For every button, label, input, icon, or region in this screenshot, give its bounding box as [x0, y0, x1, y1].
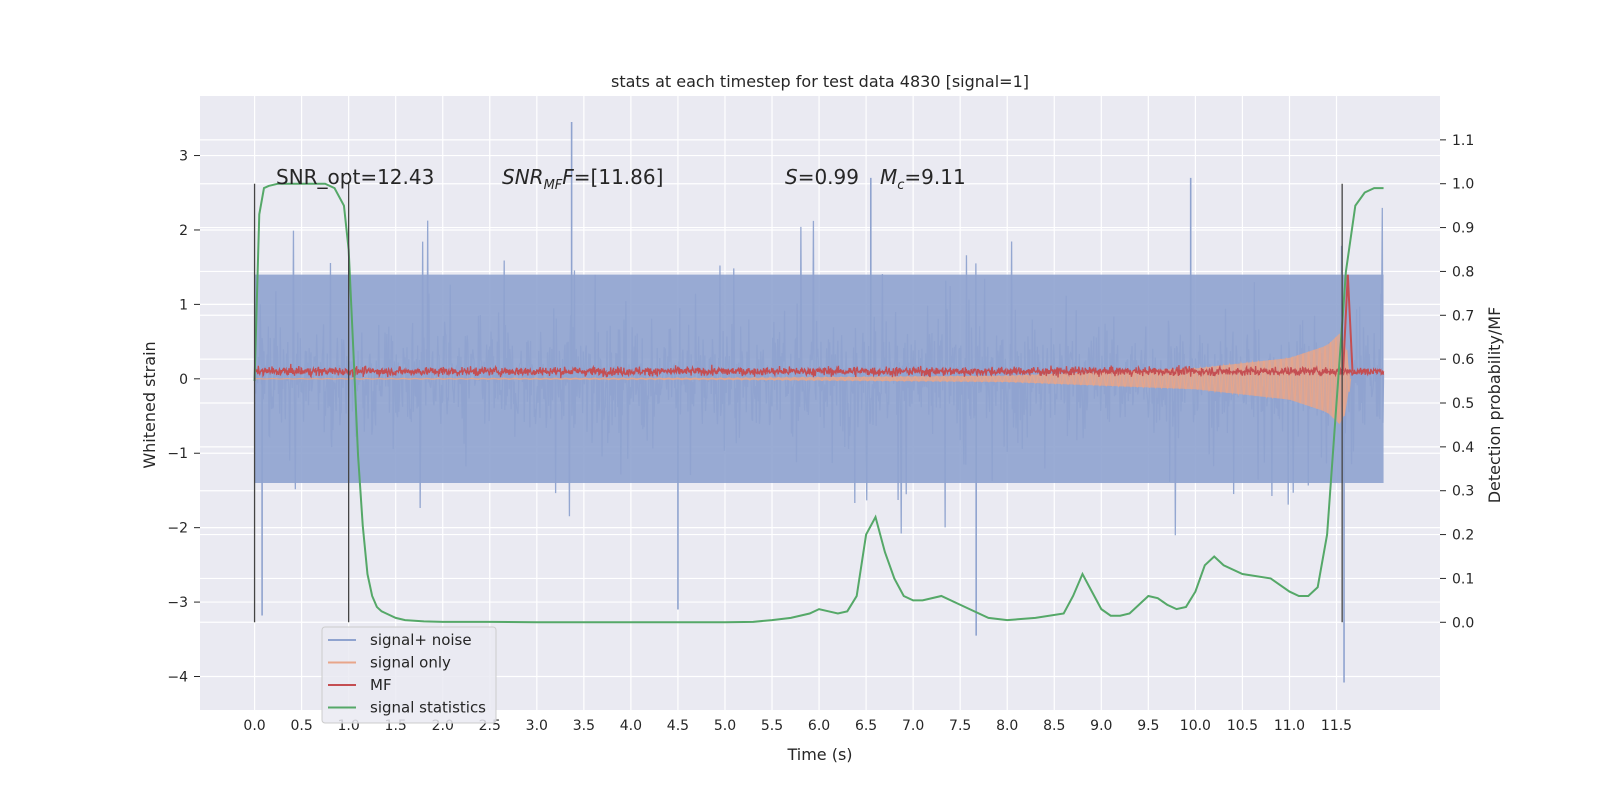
x-axis-label: Time (s): [786, 745, 852, 764]
mf-peak: [1342, 274, 1354, 372]
y-tick-label: 3: [179, 149, 188, 165]
y2-tick-label: 0.0: [1452, 615, 1474, 631]
x-tick-label: 3.5: [573, 718, 595, 734]
y2-tick-label: 1.1: [1452, 133, 1474, 149]
y2-tick-label: 0.8: [1452, 264, 1474, 280]
series-signal-only: [254, 333, 1352, 425]
y2-tick-label: 0.7: [1452, 308, 1474, 324]
x-tick-label: 10.0: [1180, 718, 1211, 734]
x-tick-label: 4.0: [620, 718, 642, 734]
y2-tick-label: 0.9: [1452, 221, 1474, 237]
s-value: =0.99: [798, 165, 859, 189]
chart-title: stats at each timestep for test data 483…: [611, 72, 1029, 91]
y-tick-label: −1: [167, 446, 188, 462]
x-tick-label: 0.0: [243, 718, 265, 734]
x-tick-label: 0.5: [290, 718, 312, 734]
x-tick-label: 11.5: [1321, 718, 1352, 734]
y-tick-label: 0: [179, 372, 188, 388]
x-tick-label: 8.5: [1043, 718, 1065, 734]
legend-label: signal only: [370, 654, 451, 672]
annotation-mc: Mc=9.11: [880, 165, 966, 193]
y-tick-label: −3: [167, 595, 188, 611]
y-tick-label: −2: [167, 521, 188, 537]
y-tick-label: −4: [167, 670, 188, 686]
y2-tick-label: 0.6: [1452, 352, 1474, 368]
legend: signal+ noise signal only MF signal statist…: [321, 626, 497, 724]
s-name: S: [785, 165, 798, 189]
series-signal-statistics: [253, 182, 1384, 624]
snr-mf-sub: MF: [544, 178, 563, 193]
chirp-envelope: [254, 333, 1351, 425]
series-mf: [253, 274, 1385, 379]
snr-mf-name: SNR: [502, 165, 544, 189]
y-tick-label: 2: [179, 223, 188, 239]
annotation-s: S=0.99: [785, 165, 859, 189]
x-tick-label: 5.5: [761, 718, 783, 734]
y2-tick-label: 1.0: [1452, 177, 1474, 193]
x-tick-label: 4.5: [667, 718, 689, 734]
x-tick-label: 7.0: [902, 718, 924, 734]
y2-tick-label: 0.3: [1452, 484, 1474, 500]
y2-axis-label: Detection probability/MF: [1485, 307, 1504, 504]
y2-axis-ticks: 1.1 1.0 0.9 0.8 0.7 0.6 0.5 0.4 0.3 0.2 0.1 0.0: [1440, 133, 1474, 631]
y-axis-label: Whitened strain: [140, 341, 159, 468]
x-tick-label: 7.5: [949, 718, 971, 734]
x-tick-label: 6.0: [808, 718, 830, 734]
x-tick-label: 9.0: [1090, 718, 1112, 734]
legend-box: [321, 626, 497, 724]
y-axis-ticks: 3 2 1 0 −1 −2 −3 −4: [167, 149, 200, 686]
y2-tick-label: 0.5: [1452, 396, 1474, 412]
x-tick-label: 3.0: [526, 718, 548, 734]
x-tick-label: 10.5: [1227, 718, 1258, 734]
mc-sub: c: [897, 178, 904, 193]
y-tick-label: 1: [179, 297, 188, 313]
snr-mf-value: =[11.86]: [574, 165, 664, 189]
x-axis-ticks: 0.0 0.5 1.0 1.5 2.0 2.5 3.0 3.5 4.0 4.5 5.0 5.5 6.0 6…: [243, 718, 1352, 734]
mc-name: M: [880, 165, 897, 189]
y2-tick-label: 0.2: [1452, 528, 1474, 544]
x-tick-label: 11.0: [1274, 718, 1305, 734]
snr-mf-f: F: [562, 165, 574, 189]
mc-value: =9.11: [904, 165, 965, 189]
signal-statistics-line: [253, 182, 1384, 624]
annotation-snr-mf: SNRMFF=[11.86]: [502, 165, 663, 193]
legend-label: MF: [370, 676, 392, 694]
mf-trace: [253, 363, 1385, 379]
x-tick-label: 5.0: [714, 718, 736, 734]
y2-tick-label: 0.4: [1452, 440, 1474, 456]
y2-tick-label: 0.1: [1452, 571, 1474, 587]
x-tick-label: 6.5: [855, 718, 877, 734]
legend-label: signal statistics: [370, 699, 486, 717]
legend-label: signal+ noise: [370, 631, 472, 649]
vertical-markers: [253, 183, 1343, 623]
x-tick-label: 9.5: [1137, 718, 1159, 734]
annotation-snr-opt: SNR_opt=12.43: [276, 165, 434, 189]
series-layer: [253, 122, 1385, 683]
x-tick-label: 8.0: [996, 718, 1018, 734]
